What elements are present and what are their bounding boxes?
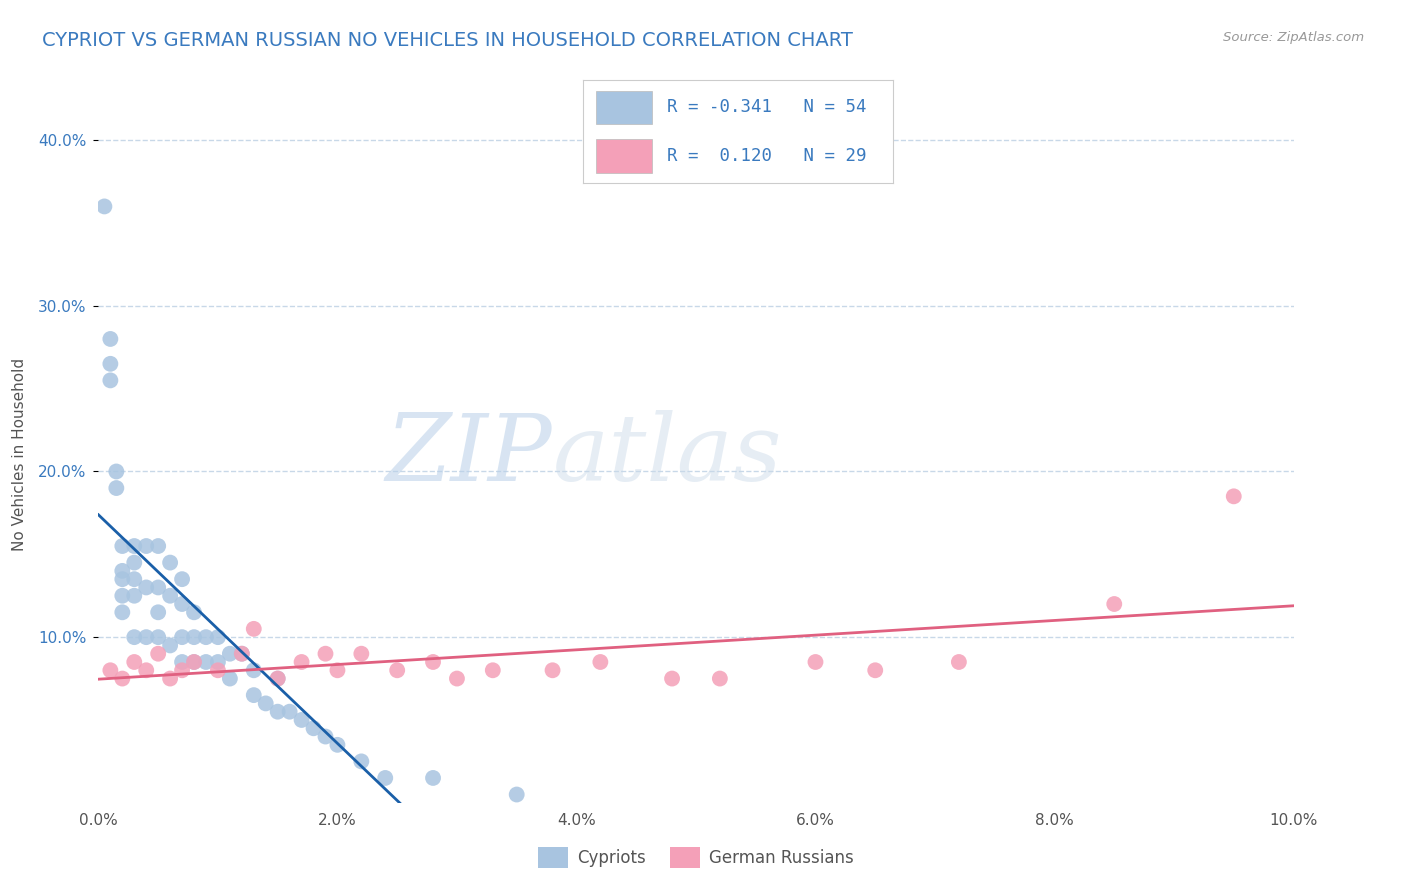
Point: [243, 688, 266, 702]
Point: [100, 663, 122, 677]
Point: [172, 630, 194, 644]
Point: [135, 663, 157, 677]
Text: Source: ZipAtlas.com: Source: ZipAtlas.com: [1223, 31, 1364, 45]
Point: [183, 655, 205, 669]
Point: [124, 556, 146, 570]
Point: [159, 556, 181, 570]
Point: [948, 655, 970, 669]
Point: [231, 647, 253, 661]
Point: [481, 663, 505, 677]
Point: [219, 672, 242, 686]
FancyBboxPatch shape: [596, 139, 651, 173]
Point: [111, 605, 134, 619]
Text: ZIP: ZIP: [385, 410, 553, 500]
Point: [315, 730, 337, 744]
Point: [207, 630, 229, 644]
Point: [148, 630, 170, 644]
Point: [207, 655, 229, 669]
Point: [105, 481, 128, 495]
Point: [661, 672, 683, 686]
Point: [159, 589, 181, 603]
Text: CYPRIOT VS GERMAN RUSSIAN NO VEHICLES IN HOUSEHOLD CORRELATION CHART: CYPRIOT VS GERMAN RUSSIAN NO VEHICLES IN…: [42, 31, 853, 50]
Point: [111, 564, 134, 578]
Point: [231, 647, 253, 661]
Point: [1223, 489, 1246, 503]
Point: [124, 539, 146, 553]
Point: [1104, 597, 1126, 611]
Point: [183, 630, 205, 644]
Point: [172, 655, 194, 669]
Point: [124, 655, 146, 669]
Point: [148, 539, 170, 553]
Text: R = -0.341   N = 54: R = -0.341 N = 54: [666, 98, 866, 117]
Legend: Cypriots, German Russians: Cypriots, German Russians: [531, 841, 860, 874]
Point: [195, 655, 218, 669]
Point: [278, 705, 301, 719]
Point: [93, 199, 115, 213]
Point: [219, 647, 242, 661]
Point: [589, 655, 612, 669]
Point: [709, 672, 731, 686]
Point: [111, 672, 134, 686]
Point: [172, 663, 194, 677]
Point: [302, 721, 325, 735]
FancyBboxPatch shape: [596, 91, 651, 124]
Point: [172, 572, 194, 586]
Point: [267, 672, 290, 686]
Point: [422, 655, 444, 669]
Point: [243, 622, 266, 636]
Text: atlas: atlas: [553, 410, 782, 500]
Point: [111, 572, 134, 586]
Point: [315, 647, 337, 661]
Point: [100, 373, 122, 387]
Point: [124, 630, 146, 644]
Point: [172, 597, 194, 611]
Point: [326, 738, 349, 752]
Point: [183, 605, 205, 619]
Point: [135, 630, 157, 644]
Point: [422, 771, 444, 785]
Point: [506, 788, 529, 802]
Text: R =  0.120   N = 29: R = 0.120 N = 29: [666, 146, 866, 165]
Point: [350, 755, 373, 769]
Point: [100, 357, 122, 371]
Point: [254, 697, 277, 711]
Point: [446, 672, 468, 686]
Point: [124, 589, 146, 603]
Point: [374, 771, 396, 785]
Point: [385, 663, 409, 677]
Point: [148, 605, 170, 619]
Point: [105, 465, 128, 479]
Point: [865, 663, 887, 677]
Point: [159, 639, 181, 653]
Point: [135, 581, 157, 595]
Point: [124, 572, 146, 586]
Point: [207, 663, 229, 677]
Point: [183, 655, 205, 669]
Point: [135, 539, 157, 553]
Point: [111, 589, 134, 603]
Point: [148, 647, 170, 661]
Point: [804, 655, 827, 669]
Point: [291, 713, 314, 727]
Point: [195, 630, 218, 644]
Point: [267, 705, 290, 719]
Point: [159, 672, 181, 686]
Point: [148, 581, 170, 595]
Point: [111, 539, 134, 553]
Point: [541, 663, 564, 677]
Point: [326, 663, 349, 677]
Point: [291, 655, 314, 669]
Point: [267, 672, 290, 686]
Point: [350, 647, 373, 661]
Point: [100, 332, 122, 346]
Point: [243, 663, 266, 677]
Y-axis label: No Vehicles in Household: No Vehicles in Household: [13, 359, 27, 551]
